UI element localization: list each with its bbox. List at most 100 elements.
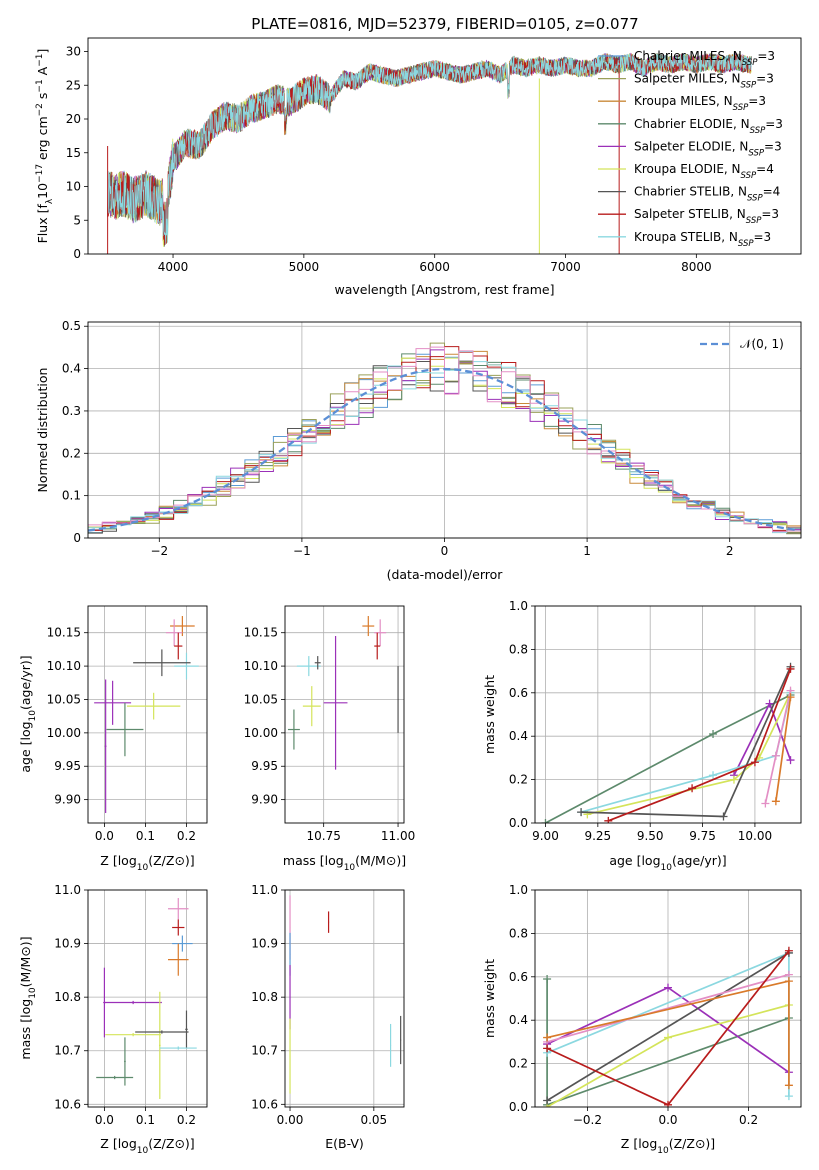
label-part: (Z/Z: [148, 853, 174, 868]
y-tick-label: 0.2: [62, 446, 81, 460]
axes-mass_vs_ebv: 0.00 0.05 10.6 10.7 10.8 10.9 11.0 E(B-V): [251, 883, 405, 1151]
plot-area-weight_vs_Z: [543, 946, 793, 1107]
weight-marker: [765, 699, 774, 708]
y-tick-label: 10.05: [244, 692, 278, 706]
weight-marker: [543, 1033, 552, 1042]
errorbar-point: [287, 709, 300, 750]
label-part: =3: [754, 230, 772, 244]
x-tick-label: 9.50: [637, 829, 664, 843]
plot-area-weight_vs_age: [541, 662, 795, 823]
legend-entry: Salpeter ELODIE, NSSP=3: [634, 139, 782, 158]
weight-marker: [688, 784, 697, 793]
y-tick-label: 10.6: [54, 1097, 81, 1111]
errorbar-point: [314, 656, 321, 670]
label-part: SSP: [733, 103, 749, 113]
axes-age_vs_Z: 0.0 0.1 0.2 9.90 9.95 10.00 10.05 10.10 10.15 Z […: [18, 605, 208, 873]
label-part: =3: [764, 139, 782, 153]
label-part: −17: [35, 164, 45, 183]
label-part: ]: [35, 49, 50, 54]
errorbar-point: [94, 680, 132, 725]
y-tick-label: 0.6: [509, 970, 528, 984]
weight-marker: [541, 819, 550, 823]
x-tick-label: 9.00: [532, 829, 559, 843]
label-part: (M/M: [18, 957, 33, 988]
label-part: 10: [28, 710, 38, 722]
label-part: SSP: [750, 126, 766, 136]
y-tick-label: 0.5: [62, 319, 81, 333]
errorbar-point: [374, 619, 387, 647]
label-part: 10: [28, 987, 38, 999]
y-tick-label: 10.15: [244, 626, 278, 640]
weight-marker: [771, 751, 780, 760]
x-tick-label: 1: [583, 544, 591, 558]
errorbar-point: [106, 702, 144, 757]
label-part: SSP: [748, 148, 764, 158]
label-part: SSP: [738, 239, 754, 249]
errorbar-points: [94, 616, 199, 813]
label-part: λ: [45, 198, 55, 204]
y-tick-label: 20: [66, 112, 81, 126]
legend-entry: Chabrier STELIB, NSSP=4: [634, 185, 780, 204]
y-tick-label: 10.8: [54, 990, 81, 1004]
y-tick-label: 0.2: [509, 1057, 528, 1071]
y-tick-label: 9.90: [251, 793, 278, 807]
errorbar-point: [168, 943, 189, 976]
y-tick-label: 9.95: [251, 759, 278, 773]
x-tick-label: 5000: [289, 260, 320, 274]
ticks: 9.00 9.25 9.50 9.75 10.00 0.0 0.2 0.4 0.6 0.8 1.0: [509, 599, 772, 843]
y-tick-label: 1.0: [509, 599, 528, 613]
y-tick-label: 25: [66, 78, 81, 92]
axes-weight_vs_Z: −0.2 0.0 0.2 0.0 0.2 0.4 0.6 0.8 1.0 Z [log10(Z/Z…: [482, 883, 802, 1156]
label-part: (age/yr)]: [672, 853, 727, 868]
x-tick-label: 11.00: [381, 829, 415, 843]
label-part: s: [35, 93, 50, 104]
x-tick-label: 4000: [158, 260, 189, 274]
y-tick-label: 30: [66, 45, 81, 59]
axes-frame: [284, 605, 405, 824]
weight-marker: [729, 775, 738, 784]
label-part: Z [log: [100, 853, 136, 868]
label-part: =3: [757, 49, 775, 63]
x-tick-label: 0.2: [739, 1113, 758, 1127]
label-part: 10: [137, 863, 149, 873]
errorbar-point: [374, 632, 381, 660]
y-tick-label: 11.0: [54, 883, 81, 897]
label-part: (Z/Z: [148, 1136, 174, 1151]
y-tick-label: 10: [66, 180, 81, 194]
y-tick-label: 0.4: [509, 1013, 528, 1027]
label-part: =4: [756, 162, 774, 176]
y-tick-label: 0.3: [62, 404, 81, 418]
errorbar-point: [135, 1030, 189, 1034]
label-part: ⊙: [18, 946, 33, 956]
x-tick-label: 0.2: [177, 829, 196, 843]
y-tick-label: 15: [66, 146, 81, 160]
spectrum-lines: [107, 52, 752, 254]
weight-marker: [784, 977, 793, 986]
errorbar-point: [104, 1000, 162, 1005]
plot-area-age_vs_Z: [94, 616, 199, 813]
weight-marker: [664, 1100, 672, 1107]
x-tick-label: 0.1: [136, 829, 155, 843]
x-axis-label: Z [log10(Z/Z⊙)]: [100, 1136, 194, 1156]
weight-line: [733, 701, 792, 776]
x-tick-label: −2: [150, 544, 168, 558]
label-part: SSP: [746, 216, 762, 226]
weight-line: [607, 668, 792, 822]
errorbar-point: [168, 898, 189, 920]
label-part: ⊙: [386, 853, 396, 868]
plot-area-mass_vs_ebv: [289, 895, 402, 1094]
errorbar-point: [323, 636, 348, 770]
ticks: 4000 5000 6000 7000 8000 0 5 10 15 20 25 30: [66, 45, 712, 275]
legend-entry: Chabrier MILES, NSSP=3: [634, 49, 775, 68]
label-part: Kroupa ELODIE, N: [634, 162, 741, 176]
label-part: (age/yr)]: [18, 655, 33, 710]
errorbar-point: [126, 692, 181, 720]
gridlines: [285, 606, 404, 823]
errorbar-point: [172, 919, 185, 936]
errorbar-point: [105, 1033, 162, 1037]
errorbar-point: [159, 1046, 197, 1050]
label-part: ⊙: [174, 853, 184, 868]
label-part: Salpeter ELODIE, N: [634, 139, 748, 153]
label-part: SSP: [741, 171, 757, 181]
